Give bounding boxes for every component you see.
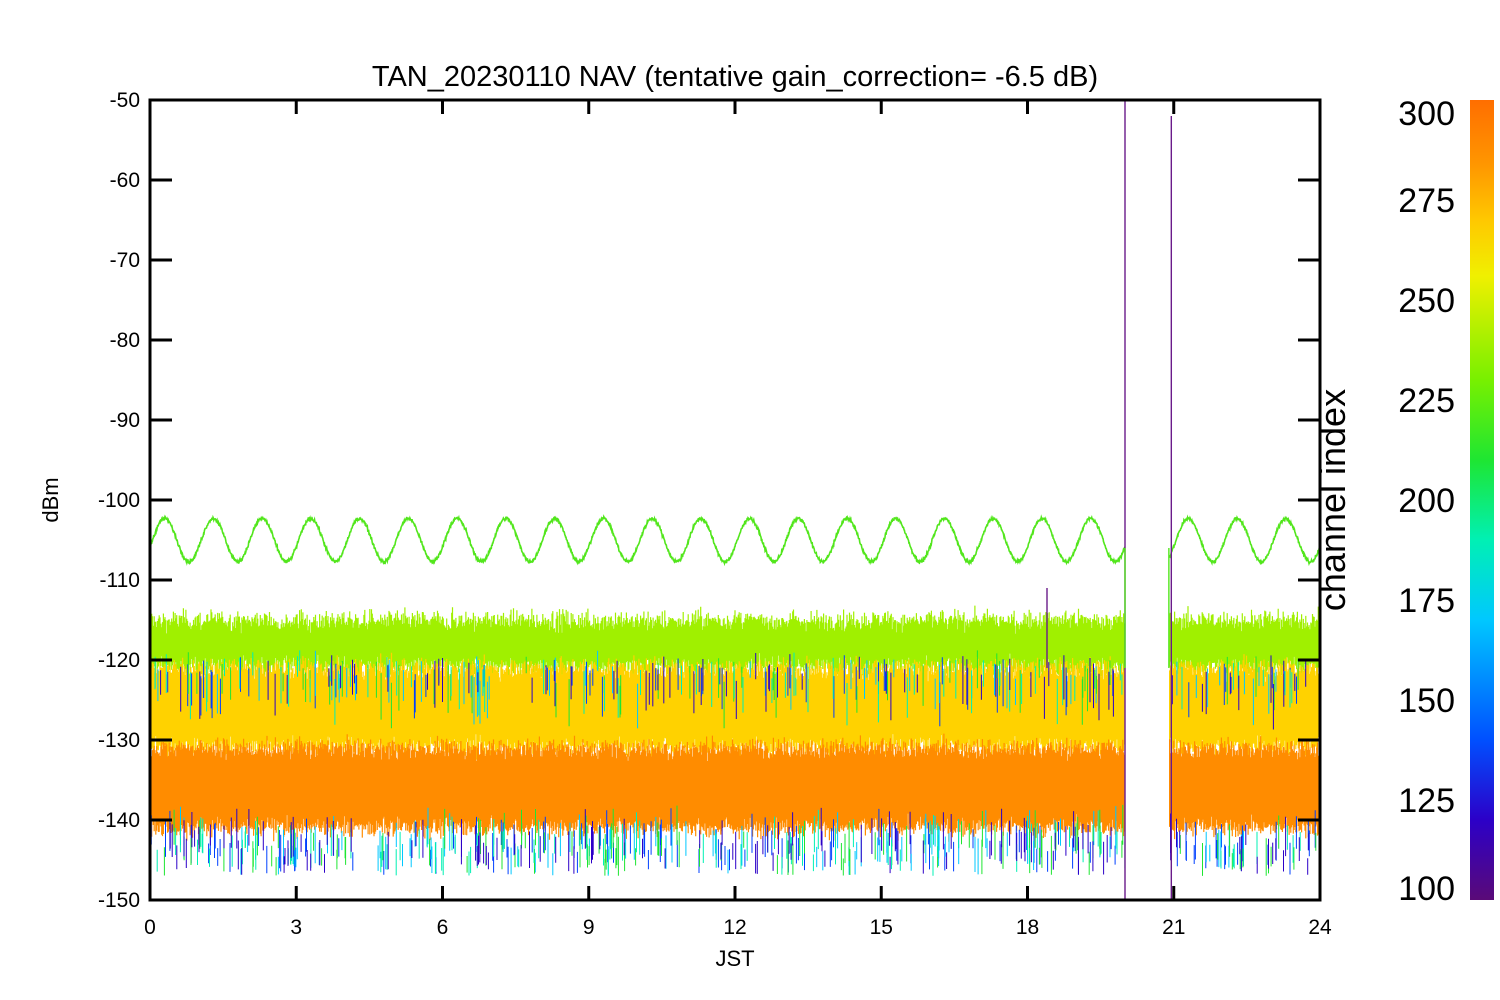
colorbar-tick-label: 175 (1398, 582, 1455, 620)
y-tick-label: -130 (98, 729, 140, 752)
colorbar-tick-label: 200 (1398, 482, 1455, 520)
x-tick-label: 24 (1308, 916, 1332, 939)
y-tick-label: -90 (110, 409, 140, 432)
colorbar-title: channel index (1312, 389, 1353, 611)
y-tick-label: -140 (98, 809, 140, 832)
series-line-ch240 (150, 514, 1126, 567)
noise-band-ch295 (150, 733, 1320, 842)
colorbar-tick-label: 225 (1398, 382, 1455, 420)
x-axis-title: JST (715, 946, 754, 971)
x-tick-label: 6 (437, 916, 449, 939)
noise-band-ch255 (150, 605, 1320, 682)
noise-outliers (160, 653, 1320, 875)
colorbar-tick-label: 300 (1398, 95, 1455, 133)
x-tick-label: 21 (1162, 916, 1185, 939)
colorbar-tick-label: 100 (1398, 870, 1455, 908)
x-tick-label: 9 (583, 916, 595, 939)
x-tick-label: 3 (290, 916, 302, 939)
axis-ticks: 0 3 6 9 12 15 18 21 24 -50 -60 -70 -80 -90 -100 -110 -12… (98, 89, 1332, 939)
y-tick-label: -80 (110, 329, 140, 352)
y-tick-label: -120 (98, 649, 140, 672)
colorbar (1470, 100, 1494, 900)
y-axis-title: dBm (38, 477, 63, 522)
noise-band-ch275 (150, 652, 1320, 764)
x-tick-label: 12 (723, 916, 746, 939)
colorbar-tick-label: 250 (1398, 282, 1455, 320)
colorbar-tick-label: 150 (1398, 682, 1455, 720)
colorbar-tick-label: 275 (1398, 182, 1455, 220)
y-tick-label: -150 (98, 889, 140, 912)
y-tick-label: -50 (110, 89, 140, 112)
plot-area (150, 100, 1320, 900)
chart-title: TAN_20230110 NAV (tentative gain_correct… (372, 61, 1098, 93)
colorbar-tick-label: 125 (1398, 782, 1455, 820)
x-tick-label: 15 (870, 916, 893, 939)
y-tick-label: -70 (110, 249, 140, 272)
y-tick-label: -60 (110, 169, 140, 192)
x-tick-label: 0 (144, 916, 156, 939)
y-tick-label: -100 (98, 489, 140, 512)
colorbar-ticks: 300 275 250 225 200 175 150 125 100 (1398, 95, 1455, 908)
x-tick-label: 18 (1016, 916, 1039, 939)
y-tick-label: -110 (100, 569, 140, 592)
series-line-ch240 (1168, 514, 1320, 567)
